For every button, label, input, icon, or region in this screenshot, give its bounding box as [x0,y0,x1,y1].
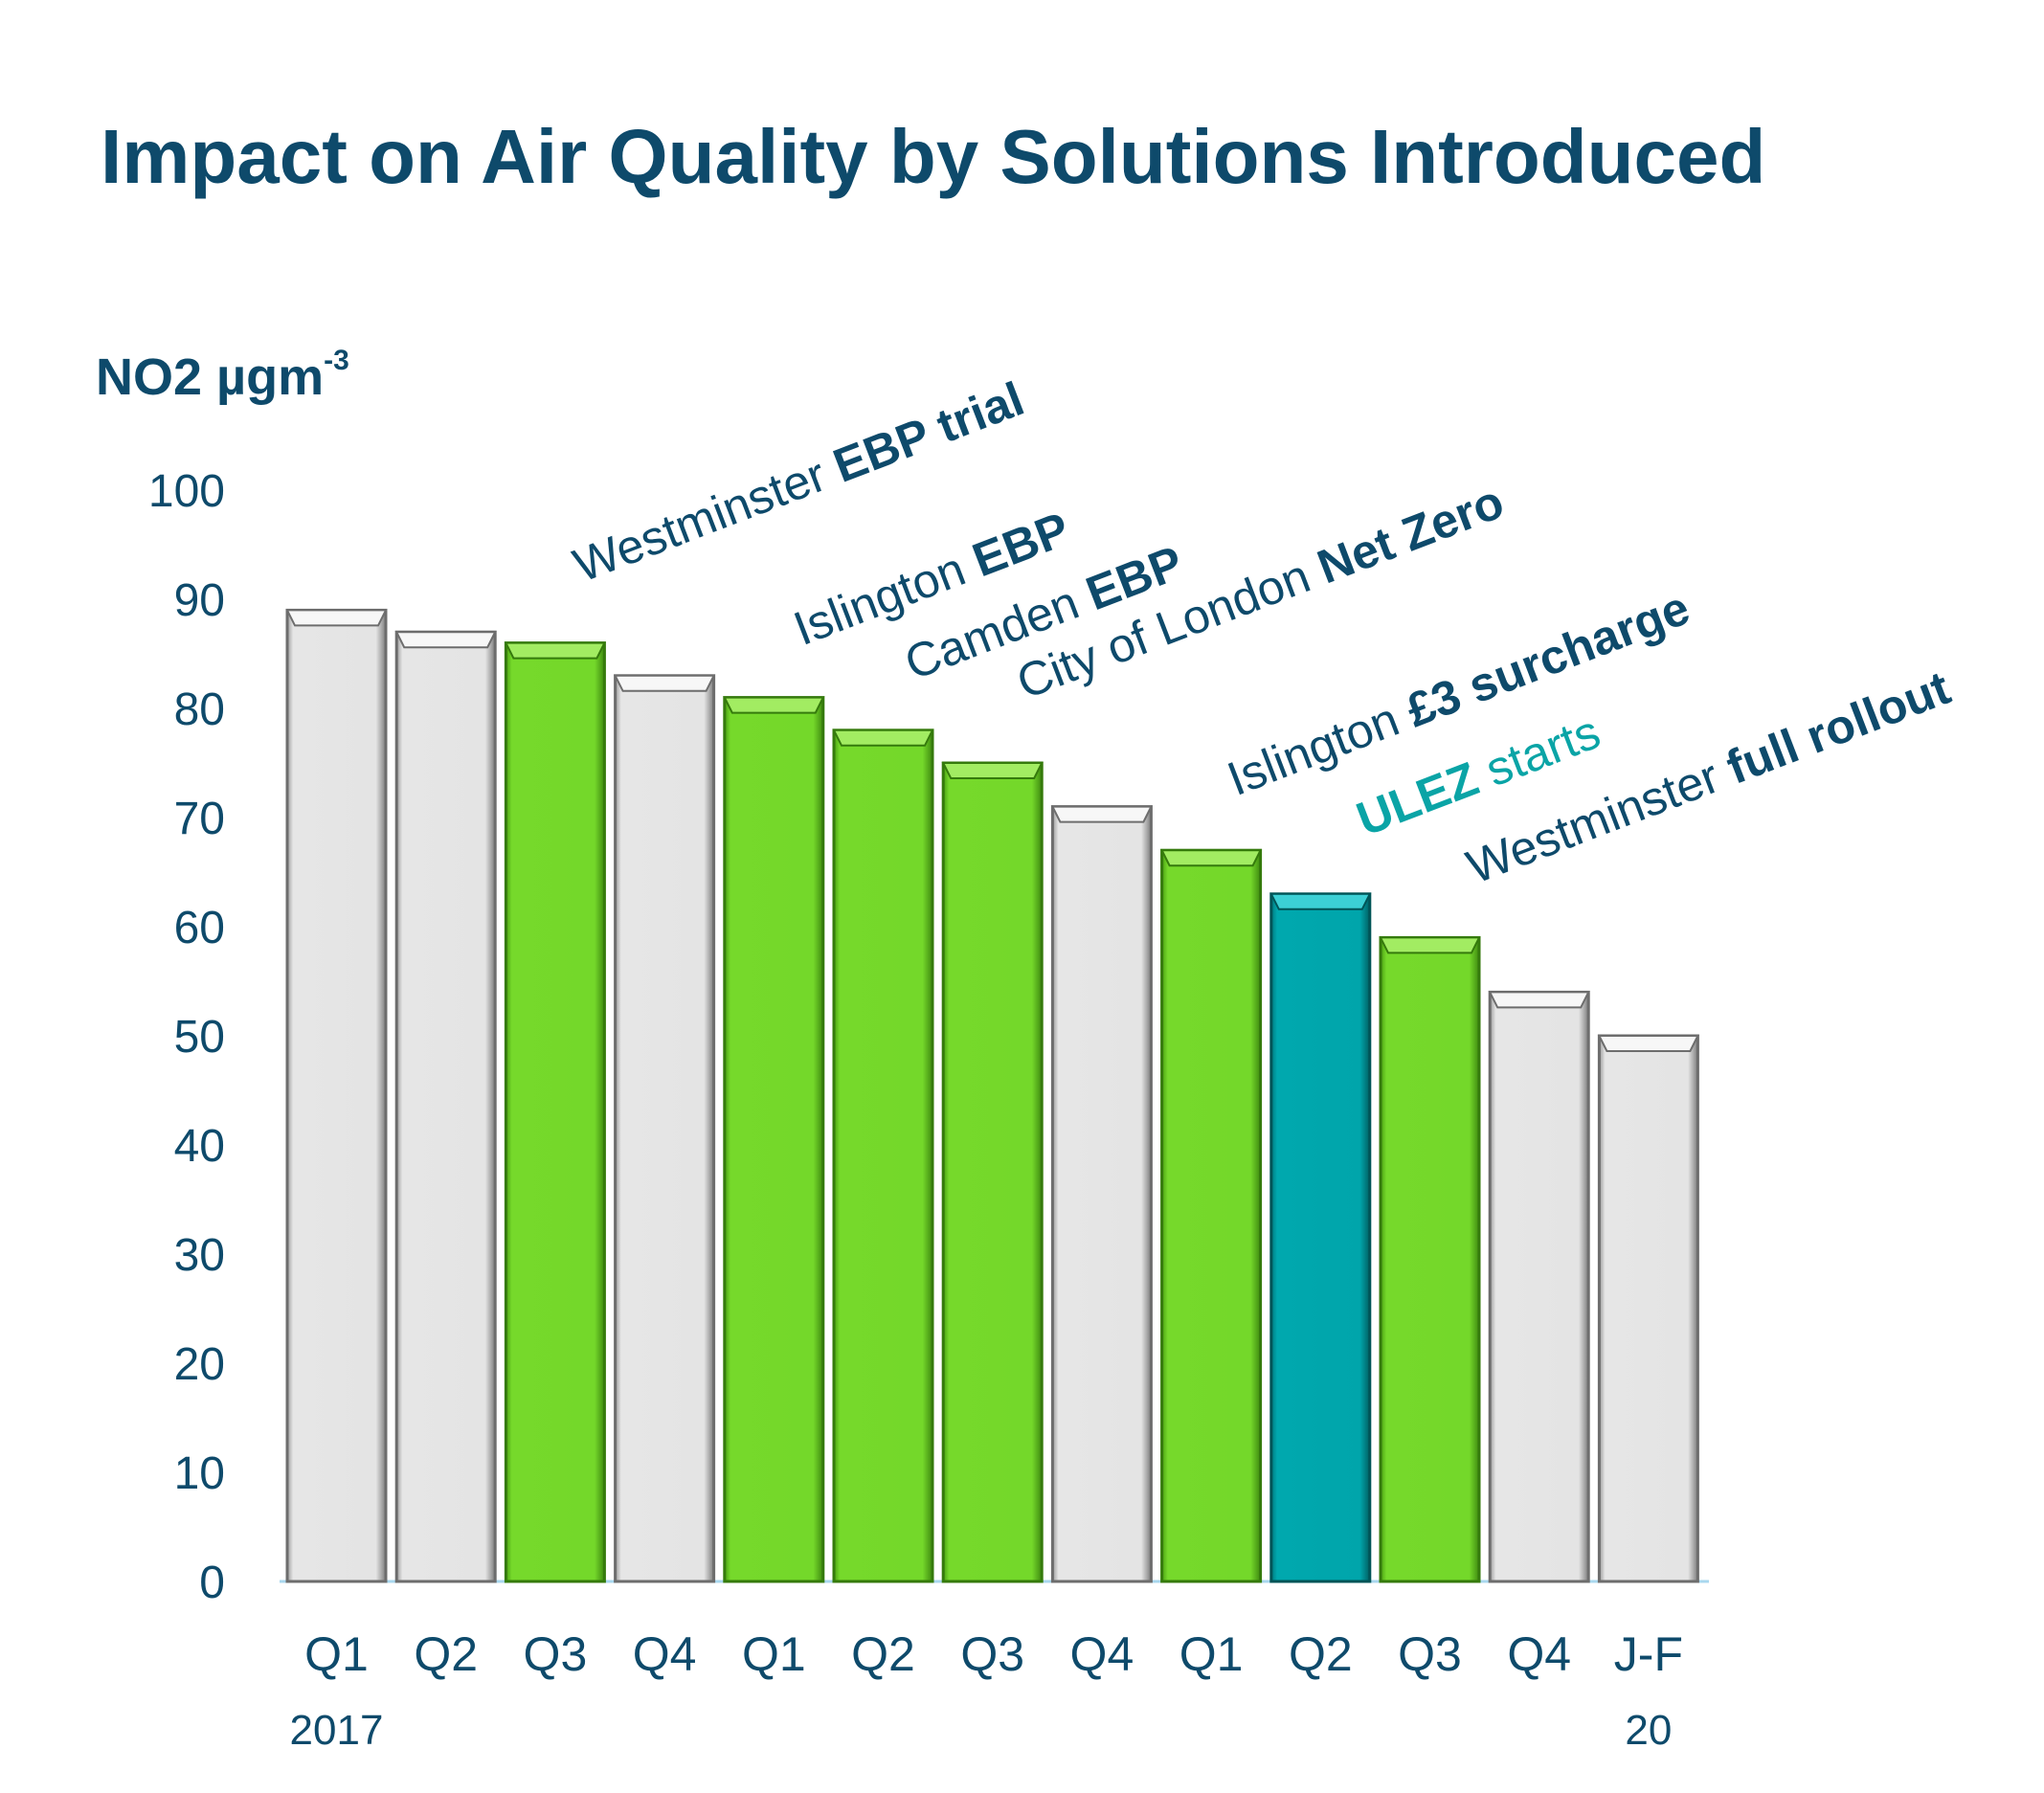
bar [394,630,497,1583]
bar-top-bevel [1597,1035,1700,1052]
bar-top-bevel [613,674,716,692]
bar-top-bevel [1269,892,1372,910]
bar [1379,935,1481,1583]
x-tick-label: Q3 [524,1627,588,1681]
bar-body [1597,1034,1699,1583]
y-tick-label: 10 [174,1448,225,1499]
x-tick-label: Q4 [1507,1627,1571,1681]
bar [723,696,825,1583]
bar-body [394,630,497,1583]
bar [832,728,934,1583]
x-tick-label: Q2 [1289,1627,1353,1681]
y-tick-label: 60 [174,903,225,953]
bar [613,674,716,1583]
bar-body [941,761,1044,1583]
bar-top-bevel [1159,849,1263,867]
bar-top-bevel [832,728,934,747]
x-tick-label: Q1 [1179,1627,1244,1681]
bar [1159,848,1263,1583]
bar-top-bevel [1050,805,1154,823]
bar [1269,892,1372,1583]
bar-top-bevel [1488,991,1590,1009]
x-tick-label: Q2 [414,1627,478,1681]
y-tick-label: 90 [174,575,225,626]
x-tick-label: J-F [1614,1627,1683,1681]
x-tick-label: Q2 [851,1627,915,1681]
x-axis: Q1 2017 Q2 Q3 Q4 Q1 Q2 Q3 Q4 Q1 Q2 Q3 Q4 J-F 20 [290,1627,1683,1754]
x-sub-label: 2017 [290,1707,384,1754]
bar-body [723,696,825,1583]
bar-top-bevel [941,762,1044,779]
bar-top-bevel [285,609,388,627]
bar-body [614,674,716,1583]
bar-top-bevel [504,641,607,660]
y-axis: 0 10 20 30 40 50 60 70 80 90 100 [148,466,1709,1608]
bar-top-bevel [723,696,825,714]
x-tick-label: Q1 [742,1627,806,1681]
bar-body [832,728,934,1583]
x-tick-label: Q4 [1070,1627,1134,1681]
bar-top-bevel [394,631,497,649]
y-tick-label: 50 [174,1012,225,1063]
y-tick-label: 80 [174,684,225,735]
y-axis-unit-text: NO2 µgm [96,348,325,406]
bar-top-bevel [1379,936,1481,954]
y-tick-label: 100 [148,466,225,517]
y-tick-label: 30 [174,1230,225,1281]
y-tick-label: 40 [174,1121,225,1172]
bar-body [1269,892,1372,1583]
y-tick-label: 0 [199,1558,225,1608]
bar [941,761,1044,1583]
y-tick-label: 70 [174,794,225,844]
bar [1597,1034,1700,1583]
y-axis-unit-superscript: -3 [324,345,349,376]
bar [285,608,388,1583]
x-tick-label: Q3 [960,1627,1024,1681]
bar-body [1379,935,1481,1583]
bar-body [285,608,388,1583]
bar-body [1160,848,1263,1583]
x-tick-label: Q3 [1398,1627,1462,1681]
bar-body [1050,805,1153,1583]
bar-body [504,641,606,1583]
bar [1050,805,1154,1583]
y-axis-unit-label: NO2 µgm-3 [96,345,349,407]
y-tick-label: 20 [174,1339,225,1390]
bar [504,641,607,1583]
x-sub-label: 20 [1625,1707,1672,1754]
bar-body [1488,990,1590,1583]
bar [1488,990,1590,1583]
x-tick-label: Q1 [304,1627,369,1681]
bars-group [285,608,1700,1583]
x-tick-label: Q4 [633,1627,697,1681]
chart-title: Impact on Air Quality by Solutions Intro… [101,114,1766,199]
